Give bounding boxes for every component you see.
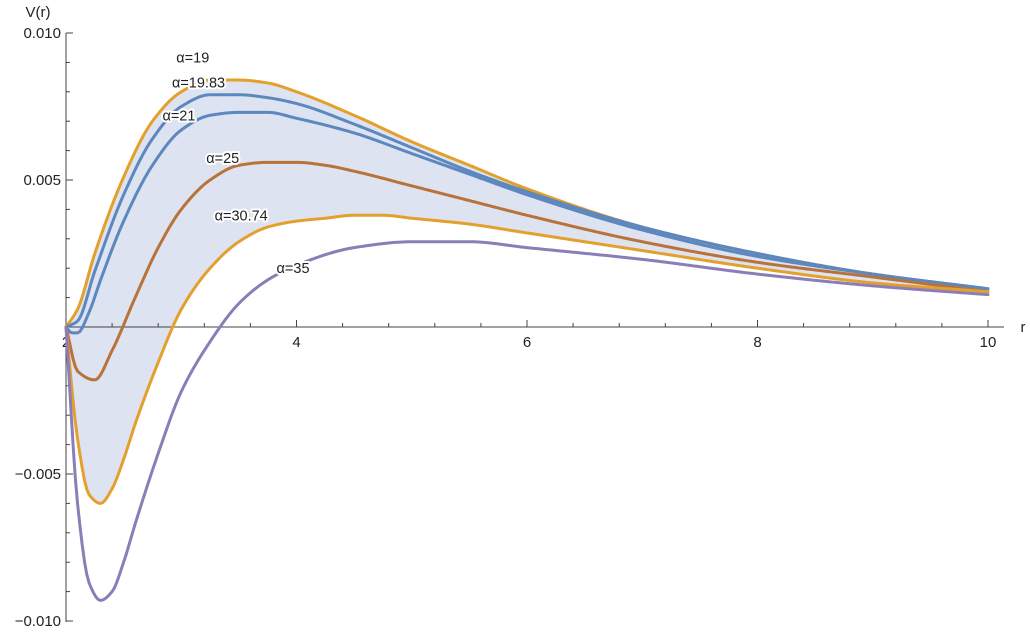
curve-label: α=19.83 bbox=[172, 75, 225, 91]
y-tick-label: 0.005 bbox=[23, 172, 61, 189]
curve-labels-layer: α=19 α=19.83 α=21 α=25 α=30.74 α=35 bbox=[160, 48, 311, 279]
curve-label: α=25 bbox=[206, 151, 239, 167]
y-tick-label: −0.010 bbox=[15, 613, 61, 630]
curve-label: α=30.74 bbox=[215, 208, 268, 224]
curve-35 bbox=[64, 240, 990, 602]
x-tick-label: 4 bbox=[292, 334, 300, 351]
x-tick-label: 8 bbox=[753, 334, 761, 351]
curve-25 bbox=[64, 160, 990, 382]
shaded-band-layer bbox=[66, 80, 988, 504]
curve-21 bbox=[64, 110, 990, 335]
y-tick-label: −0.005 bbox=[15, 466, 61, 483]
shaded-region bbox=[66, 80, 988, 504]
curve-label: α=35 bbox=[277, 261, 310, 277]
y-axis-label: V(r) bbox=[26, 4, 51, 21]
curve-30-74 bbox=[64, 213, 990, 505]
x-axis-label: r bbox=[1021, 319, 1026, 336]
curves-layer bbox=[64, 78, 990, 602]
curve-label: α=19 bbox=[176, 50, 209, 66]
x-tick-label: 10 bbox=[980, 334, 997, 351]
curve-label: α=21 bbox=[162, 108, 195, 124]
y-tick-label: 0.010 bbox=[23, 25, 61, 42]
x-tick-label: 6 bbox=[523, 334, 531, 351]
